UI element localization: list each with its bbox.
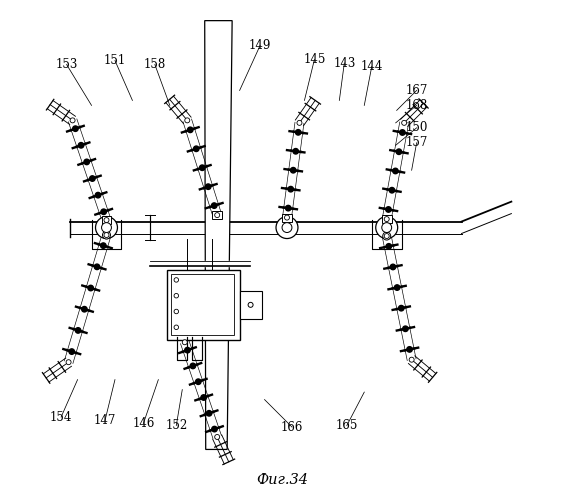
Circle shape — [393, 168, 398, 173]
Circle shape — [394, 285, 400, 290]
Circle shape — [376, 216, 398, 238]
Bar — [168, 270, 240, 340]
Circle shape — [100, 243, 106, 248]
Circle shape — [174, 325, 179, 330]
Circle shape — [212, 426, 217, 432]
Circle shape — [386, 244, 391, 249]
Circle shape — [215, 212, 219, 218]
Text: 152: 152 — [165, 419, 187, 432]
Circle shape — [297, 120, 302, 126]
Text: 150: 150 — [406, 122, 428, 134]
Circle shape — [182, 340, 187, 344]
Circle shape — [185, 118, 190, 123]
Circle shape — [82, 306, 87, 312]
Circle shape — [200, 165, 205, 170]
Bar — [240, 291, 262, 319]
Circle shape — [190, 363, 196, 368]
Circle shape — [101, 209, 107, 214]
Circle shape — [69, 349, 74, 354]
Circle shape — [296, 130, 301, 135]
Bar — [102, 216, 112, 224]
Circle shape — [205, 184, 211, 190]
Text: 153: 153 — [55, 58, 78, 71]
Text: 168: 168 — [406, 99, 428, 112]
Bar — [382, 215, 391, 223]
Circle shape — [212, 203, 217, 208]
Circle shape — [215, 434, 219, 440]
Circle shape — [174, 278, 179, 282]
Circle shape — [248, 302, 253, 308]
Circle shape — [95, 192, 101, 198]
Circle shape — [66, 360, 71, 364]
Circle shape — [293, 148, 298, 154]
Text: 154: 154 — [50, 410, 72, 424]
Circle shape — [407, 346, 412, 352]
Circle shape — [276, 216, 298, 238]
Circle shape — [174, 294, 179, 298]
Circle shape — [78, 142, 84, 148]
Text: 147: 147 — [94, 414, 116, 427]
Text: 143: 143 — [333, 56, 355, 70]
Circle shape — [76, 328, 81, 333]
Text: 151: 151 — [104, 54, 126, 67]
Bar — [171, 274, 233, 335]
Circle shape — [187, 127, 193, 132]
Circle shape — [399, 306, 404, 311]
Circle shape — [384, 216, 389, 222]
Circle shape — [70, 118, 75, 123]
Text: 167: 167 — [406, 84, 428, 97]
Circle shape — [185, 348, 190, 353]
Circle shape — [201, 395, 206, 400]
Circle shape — [196, 379, 201, 384]
Bar — [282, 214, 292, 222]
Circle shape — [288, 186, 293, 192]
Circle shape — [400, 130, 405, 135]
Bar — [212, 211, 222, 219]
Circle shape — [290, 168, 296, 173]
Circle shape — [95, 216, 117, 238]
Circle shape — [94, 264, 100, 270]
Text: 145: 145 — [303, 53, 325, 66]
Circle shape — [104, 218, 109, 222]
Text: 165: 165 — [336, 419, 358, 432]
Circle shape — [282, 222, 292, 232]
Circle shape — [382, 222, 391, 232]
Circle shape — [90, 176, 95, 182]
Text: 157: 157 — [406, 136, 428, 149]
Circle shape — [104, 232, 109, 237]
Circle shape — [88, 286, 94, 291]
Text: 158: 158 — [144, 58, 166, 71]
Circle shape — [102, 222, 112, 232]
Circle shape — [386, 206, 391, 212]
Circle shape — [206, 410, 212, 416]
Circle shape — [384, 234, 389, 238]
Circle shape — [285, 206, 291, 211]
Text: 146: 146 — [132, 417, 155, 430]
Circle shape — [193, 146, 199, 152]
Circle shape — [174, 310, 179, 314]
Circle shape — [402, 120, 407, 126]
Circle shape — [383, 232, 391, 240]
Circle shape — [389, 188, 395, 193]
Circle shape — [73, 126, 78, 132]
Polygon shape — [205, 20, 232, 450]
Circle shape — [84, 159, 90, 164]
Circle shape — [403, 326, 408, 332]
Text: 166: 166 — [281, 420, 303, 434]
Circle shape — [284, 215, 289, 220]
Circle shape — [390, 264, 396, 270]
Text: Фиг.34: Фиг.34 — [256, 474, 308, 488]
Circle shape — [396, 149, 402, 154]
Text: 149: 149 — [249, 39, 271, 52]
Circle shape — [103, 231, 111, 239]
Text: 144: 144 — [360, 60, 383, 73]
Circle shape — [409, 357, 414, 362]
